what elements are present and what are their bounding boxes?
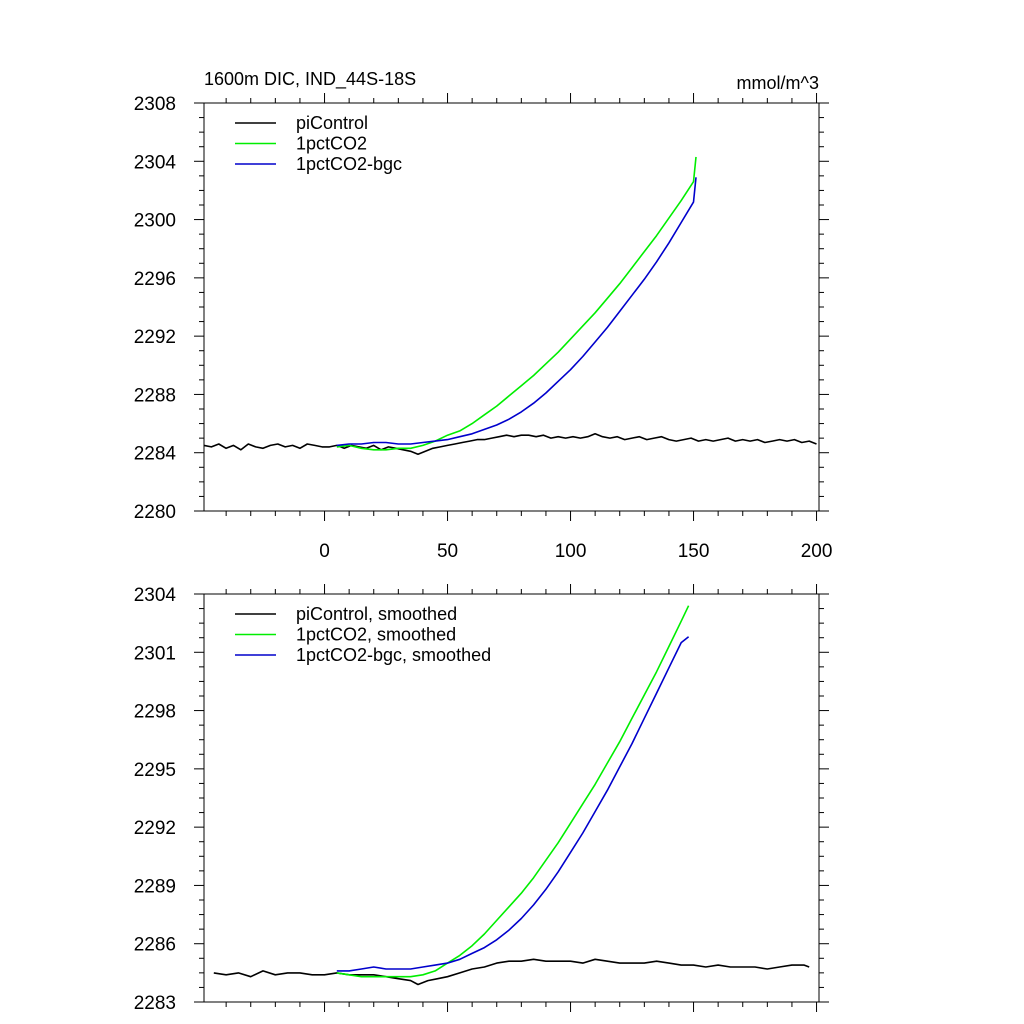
y-tick-label: 2308 bbox=[134, 94, 176, 115]
series-line-1pctco2-bgc bbox=[336, 177, 697, 447]
series-group bbox=[204, 156, 817, 455]
y-tick-label: 2280 bbox=[134, 502, 176, 523]
x-tick-label: 200 bbox=[801, 541, 833, 562]
series-line-1pctco2-bgc-smoothed bbox=[336, 636, 690, 972]
y-tick-marks bbox=[194, 102, 829, 512]
legend-label: piControl bbox=[296, 113, 368, 133]
x-tick-label: 0 bbox=[319, 541, 330, 562]
x-tick-label: 150 bbox=[678, 541, 710, 562]
y-tick-label: 2283 bbox=[134, 993, 176, 1014]
y-tick-label: 2288 bbox=[134, 385, 176, 406]
panel-bottom: 2283 2286 2289 2292 2295 2298 2301 2304 piContro… bbox=[134, 584, 829, 1014]
y-tick-label: 2286 bbox=[134, 935, 176, 956]
series-line-picontrol-smoothed bbox=[213, 958, 810, 986]
legend-label: 1pctCO2-bgc, smoothed bbox=[296, 645, 491, 665]
y-tick-label: 2300 bbox=[134, 211, 176, 232]
units-label: mmol/m^3 bbox=[737, 73, 819, 93]
series-line-1pctco2 bbox=[336, 156, 697, 451]
y-tick-label: 2292 bbox=[134, 327, 176, 348]
x-tick-label: 50 bbox=[437, 541, 458, 562]
y-tick-label: 2289 bbox=[134, 876, 176, 897]
series-line-1pctco2-smoothed bbox=[336, 605, 690, 978]
panel-top: 2280 2284 2288 2292 2296 2300 2304 2308 0 50 100 15… bbox=[134, 69, 833, 562]
y-tick-label: 2298 bbox=[134, 702, 176, 723]
y-tick-label: 2292 bbox=[134, 818, 176, 839]
legend-label: 1pctCO2-bgc bbox=[296, 154, 402, 174]
y-tick-label: 2304 bbox=[134, 585, 177, 606]
y-tick-label: 2284 bbox=[134, 444, 177, 465]
x-tick-marks bbox=[225, 93, 818, 521]
x-tick-marks bbox=[225, 584, 818, 1012]
series-group bbox=[213, 605, 810, 986]
legend-label: 1pctCO2, smoothed bbox=[296, 625, 456, 645]
legend-label: piControl, smoothed bbox=[296, 604, 457, 624]
legend-label: 1pctCO2 bbox=[296, 134, 367, 154]
y-tick-label: 2296 bbox=[134, 269, 176, 290]
y-tick-label: 2301 bbox=[134, 643, 176, 664]
y-tick-marks bbox=[194, 593, 829, 1003]
y-tick-label: 2295 bbox=[134, 760, 176, 781]
chart-title: 1600m DIC, IND_44S-18S bbox=[204, 69, 416, 90]
y-tick-label: 2304 bbox=[134, 152, 177, 173]
series-line-picontrol bbox=[204, 433, 817, 455]
x-tick-label: 100 bbox=[555, 541, 587, 562]
